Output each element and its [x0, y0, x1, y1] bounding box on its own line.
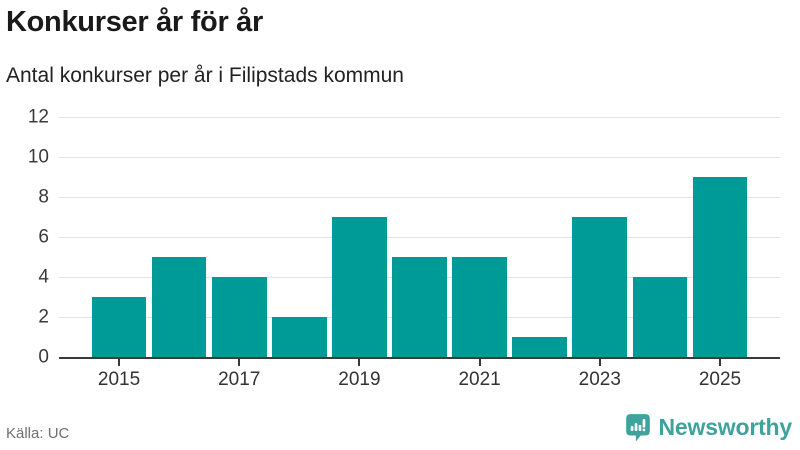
x-axis-cell: 2025: [690, 359, 750, 391]
x-axis-line: [59, 357, 780, 360]
x-axis-cell: 2021: [450, 359, 510, 391]
bar-2023: [572, 217, 628, 358]
bar-cell: [450, 117, 510, 358]
newsworthy-wordmark: Newsworthy: [658, 414, 793, 440]
bar-cell: [89, 117, 149, 358]
bar-chart: 0 2 4 6 8 10 12: [4, 108, 780, 367]
y-tick-label: 4: [38, 266, 49, 288]
x-tick-label: 2021: [458, 369, 501, 391]
y-tick-label: 10: [27, 146, 49, 168]
x-tick-label: 2023: [578, 369, 621, 391]
chart-subtitle: Antal konkurser per år i Filipstads komm…: [6, 64, 404, 88]
y-tick-label: 12: [27, 106, 49, 128]
newsworthy-logo[interactable]: Newsworthy: [625, 413, 792, 442]
x-tick-mark: [118, 359, 121, 367]
y-tick-label: 0: [38, 346, 49, 368]
gridline: [59, 117, 780, 119]
bar-2025: [692, 177, 748, 358]
bar-cell: [570, 117, 630, 358]
bar-2022: [512, 337, 568, 358]
x-axis-cell: [510, 359, 570, 391]
bar-2016: [151, 257, 207, 358]
bar-cell: [209, 117, 269, 358]
gridline: [59, 157, 780, 159]
bar-cell: [690, 117, 750, 358]
x-tick-label: 2017: [218, 369, 261, 391]
footer: Källa: UC Newsworthy: [4, 413, 792, 444]
x-axis-cell: 2017: [209, 359, 269, 391]
bar-cell: [269, 117, 329, 358]
bar-2020: [392, 257, 447, 358]
bar-2024: [632, 277, 688, 358]
x-tick-label: 2019: [338, 369, 381, 391]
gridline: [59, 237, 780, 239]
bar-2019: [332, 217, 387, 358]
x-tick-mark: [598, 359, 601, 367]
plot-area: [59, 117, 780, 360]
y-tick-label: 2: [38, 306, 49, 328]
bar-2017: [211, 277, 267, 358]
x-axis-cell: 2015: [89, 359, 149, 391]
bar-cell: [630, 117, 690, 358]
source-label: Källa: UC: [6, 425, 70, 442]
x-axis: 2015 2017 2019 2021 2023 2025: [59, 359, 780, 391]
gridline: [59, 197, 780, 199]
x-tick-mark: [358, 359, 361, 367]
bars-layer: [59, 117, 780, 358]
y-tick-label: 8: [38, 186, 49, 208]
x-tick-label: 2025: [698, 369, 742, 391]
x-axis-cell: 2019: [329, 359, 389, 391]
x-axis-cell: [389, 359, 449, 391]
bar-cell: [149, 117, 209, 358]
bar-2021: [452, 257, 507, 358]
y-axis: 0 2 4 6 8 10 12: [4, 108, 49, 367]
y-tick-label: 6: [38, 226, 49, 248]
x-tick-mark: [718, 359, 721, 367]
x-axis-cell: 2023: [570, 359, 630, 391]
x-tick-mark: [238, 359, 241, 367]
bar-cell: [389, 117, 449, 358]
x-axis-cell: [630, 359, 690, 391]
bar-2018: [271, 317, 327, 358]
x-tick-label: 2015: [97, 369, 141, 391]
x-axis-cell: [149, 359, 209, 391]
bar-cell: [329, 117, 389, 358]
chart-title: Konkurser år för år: [6, 6, 263, 38]
x-axis-cell: [269, 359, 329, 391]
newsworthy-bubble-icon: [625, 413, 651, 442]
bar-2015: [91, 297, 147, 358]
x-tick-mark: [478, 359, 481, 367]
bar-cell: [510, 117, 570, 358]
